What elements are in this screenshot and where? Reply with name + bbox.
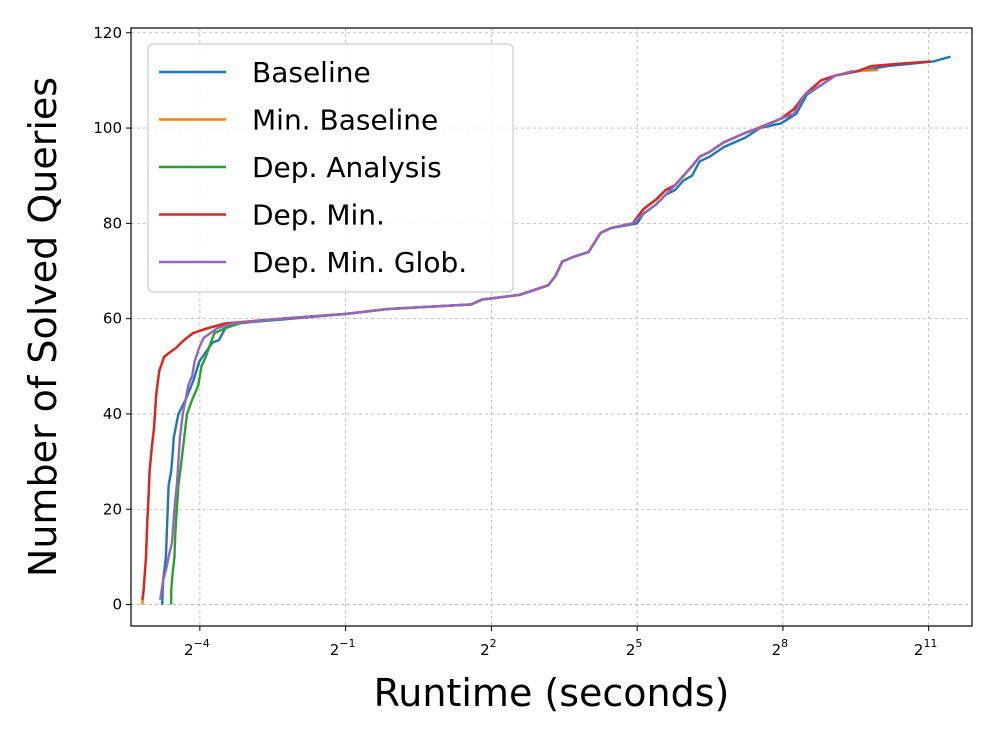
series-line-4 [159, 69, 854, 600]
x-tick-exponent: −1 [339, 637, 355, 650]
legend-label: Baseline [252, 56, 371, 89]
y-axis-ticks: 0 20 40 60 80 100 120 [93, 24, 131, 614]
legend-label: Min. Baseline [252, 104, 438, 137]
x-tick-exponent: 5 [635, 637, 642, 650]
x-tick-base: 2 [626, 641, 636, 659]
legend-label: Dep. Min. [252, 199, 385, 232]
x-tick-label: 2−4 [184, 637, 210, 659]
plot-frame [130, 27, 973, 627]
x-tick-base: 2 [184, 641, 194, 659]
y-tick-label: 0 [112, 596, 122, 614]
x-tick-label: 22 [480, 637, 497, 659]
legend: Baseline Min. Baseline Dep. Analysis Dep. M… [147, 43, 514, 293]
x-tick-label: 2−1 [330, 637, 356, 659]
y-tick-label: 60 [103, 310, 122, 328]
legend-label: Dep. Min. Glob. [252, 246, 467, 279]
x-tick-label: 211 [914, 637, 938, 659]
legend-label: Dep. Analysis [252, 151, 442, 184]
x-tick-base: 2 [330, 641, 340, 659]
x-tick-exponent: 8 [781, 637, 788, 650]
x-tick-exponent: 11 [923, 637, 937, 650]
x-tick-label: 28 [772, 637, 789, 659]
x-tick-base: 2 [772, 641, 782, 659]
y-tick-label: 100 [93, 119, 122, 137]
y-tick-label: 20 [103, 500, 122, 518]
x-tick-exponent: −4 [194, 637, 210, 650]
x-tick-label: 25 [626, 637, 643, 659]
x-tick-base: 2 [480, 641, 490, 659]
x-tick-exponent: 2 [490, 637, 497, 650]
legend-box [147, 43, 514, 293]
series-layer [141, 55, 951, 605]
x-axis-title: Runtime (seconds) [374, 671, 730, 715]
x-tick-base: 2 [914, 641, 924, 659]
y-tick-label: 40 [103, 405, 122, 423]
y-tick-label: 120 [93, 24, 122, 42]
y-axis-title: Number of Solved Queries [21, 77, 65, 577]
y-tick-label: 80 [103, 214, 122, 232]
x-axis-ticks: 2−4 2−1 22 25 28 211 [184, 626, 937, 659]
